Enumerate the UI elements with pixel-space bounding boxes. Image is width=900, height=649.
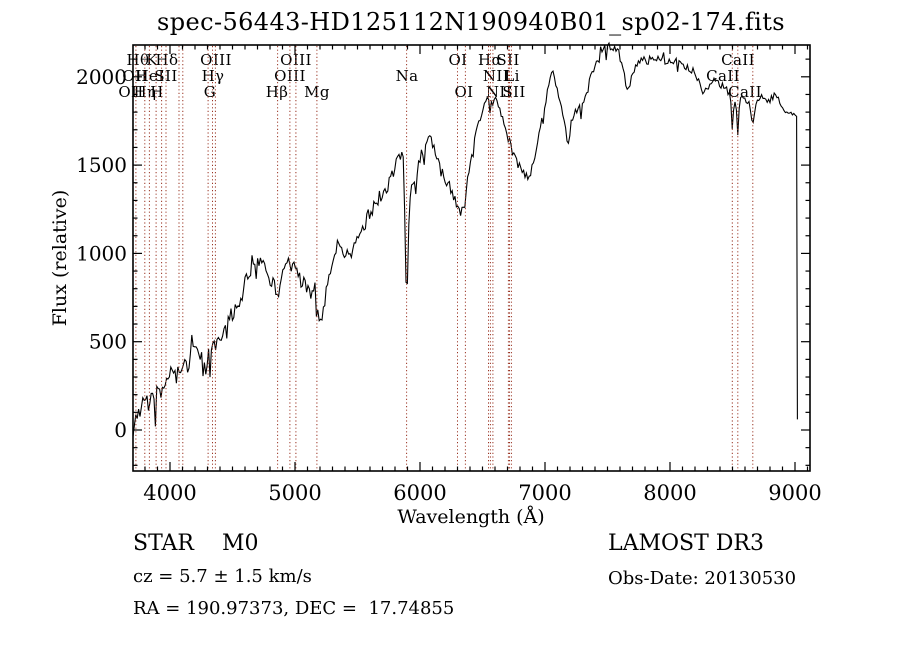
- x-tick-label: 7000: [518, 481, 571, 505]
- spectral-line-label: NII: [486, 83, 512, 101]
- axes-frame: [132, 44, 811, 472]
- x-axis-label: Wavelength (Å): [397, 506, 545, 528]
- x-tick-labels: 4000 5000 6000 7000 8000 9000: [143, 481, 821, 505]
- spectral-line-label: OII: [122, 67, 147, 85]
- y-axis-label: Flux (relative): [49, 189, 71, 327]
- spectral-line-label: OI: [454, 83, 473, 101]
- spectral-line-label: H: [150, 83, 163, 101]
- spectral-line-label: CaII: [721, 51, 755, 69]
- x-tick-label: 5000: [268, 481, 321, 505]
- spectral-line-label: Hθ: [127, 51, 150, 69]
- spectral-line-label: OIII: [280, 51, 312, 69]
- y-tick-labels: 0 500 1000 1500 2000: [76, 65, 127, 442]
- ra-dec-text: RA = 190.97373, DEC = 17.74855: [133, 598, 455, 619]
- spectral-line-label: SII: [502, 83, 525, 101]
- y-tick-label: 2000: [76, 65, 127, 89]
- object-class-text: STAR M0: [133, 531, 259, 556]
- page-title: spec-56443-HD125112N190940B01_sp02-174.f…: [157, 8, 785, 36]
- spectral-line-label: OI: [448, 51, 467, 69]
- y-tick-label: 1500: [76, 153, 127, 177]
- y-tick-label: 0: [114, 418, 127, 442]
- y-tick-label: 500: [89, 330, 127, 354]
- spectrum-path: [132, 41, 798, 437]
- spectral-line-label: K: [146, 51, 158, 69]
- survey-release-text: LAMOST DR3: [608, 531, 764, 556]
- spectral-line-label: SII: [496, 51, 519, 69]
- spectral-line-label: NII: [483, 67, 509, 85]
- y-tick-label: 1000: [76, 241, 127, 265]
- spectral-line-label: G: [204, 83, 216, 101]
- spectral-line-label: Hη: [134, 83, 157, 101]
- x-tick-label: 8000: [643, 481, 696, 505]
- radial-velocity-text: cz = 5.7 ± 1.5 km/s: [133, 566, 312, 587]
- spectral-line-label: Mg: [304, 83, 330, 101]
- spectral-line-markers: [135, 46, 754, 470]
- axis-ticks: [133, 45, 810, 471]
- x-tick-label: 6000: [393, 481, 446, 505]
- spectral-line-label: Hα: [478, 51, 502, 69]
- obs-date-text: Obs-Date: 20130530: [608, 568, 797, 589]
- x-tick-label: 4000: [143, 481, 196, 505]
- spectral-line-label: CaII: [706, 67, 740, 85]
- spectral-line-label: OII: [118, 83, 143, 101]
- x-tick-label: 9000: [768, 481, 821, 505]
- spectral-line-label: Hβ: [266, 83, 289, 101]
